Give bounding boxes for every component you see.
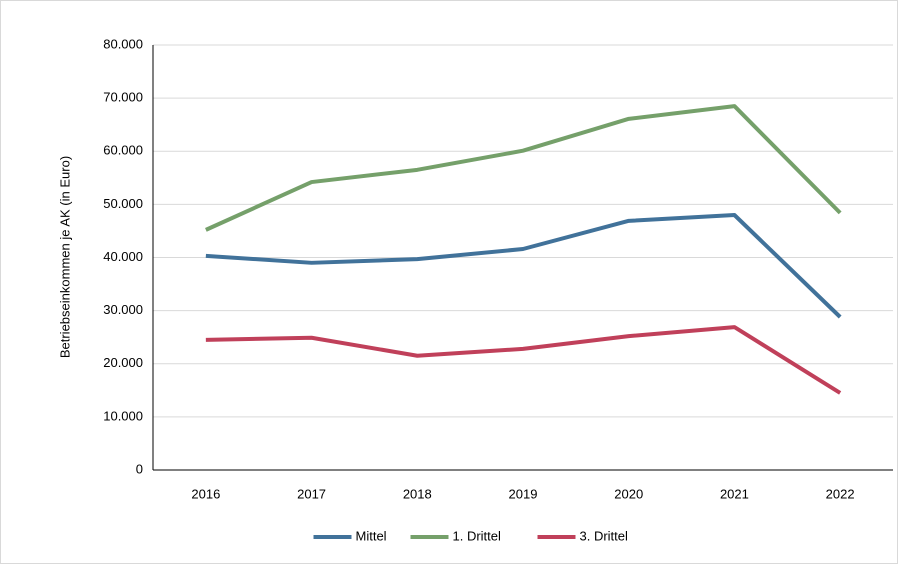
x-tick-label: 2019 bbox=[509, 486, 538, 501]
legend-label: 3. Drittel bbox=[580, 528, 629, 543]
x-tick-label: 2022 bbox=[826, 486, 855, 501]
line-series bbox=[205, 213, 842, 319]
line-series bbox=[205, 104, 842, 232]
y-axis-label: Betriebseinkommen je AK (in Euro) bbox=[57, 156, 72, 358]
y-tick-label: 40.000 bbox=[103, 249, 143, 264]
line-series bbox=[205, 325, 842, 395]
y-tick-label: 30.000 bbox=[103, 302, 143, 317]
legend-label: Mittel bbox=[356, 528, 387, 543]
y-tick-label: 50.000 bbox=[103, 196, 143, 211]
y-tick-label: 0 bbox=[136, 461, 143, 476]
x-tick-label: 2020 bbox=[614, 486, 643, 501]
x-tick-label: 2018 bbox=[403, 486, 432, 501]
y-tick-label: 10.000 bbox=[103, 408, 143, 423]
x-tick-label: 2021 bbox=[720, 486, 749, 501]
legend-label: 1. Drittel bbox=[453, 528, 502, 543]
y-tick-label: 20.000 bbox=[103, 355, 143, 370]
x-tick-label: 2017 bbox=[297, 486, 326, 501]
y-tick-label: 70.000 bbox=[103, 90, 143, 105]
x-tick-label: 2016 bbox=[191, 486, 220, 501]
y-tick-label: 80.000 bbox=[103, 36, 143, 51]
y-tick-label: 60.000 bbox=[103, 143, 143, 158]
